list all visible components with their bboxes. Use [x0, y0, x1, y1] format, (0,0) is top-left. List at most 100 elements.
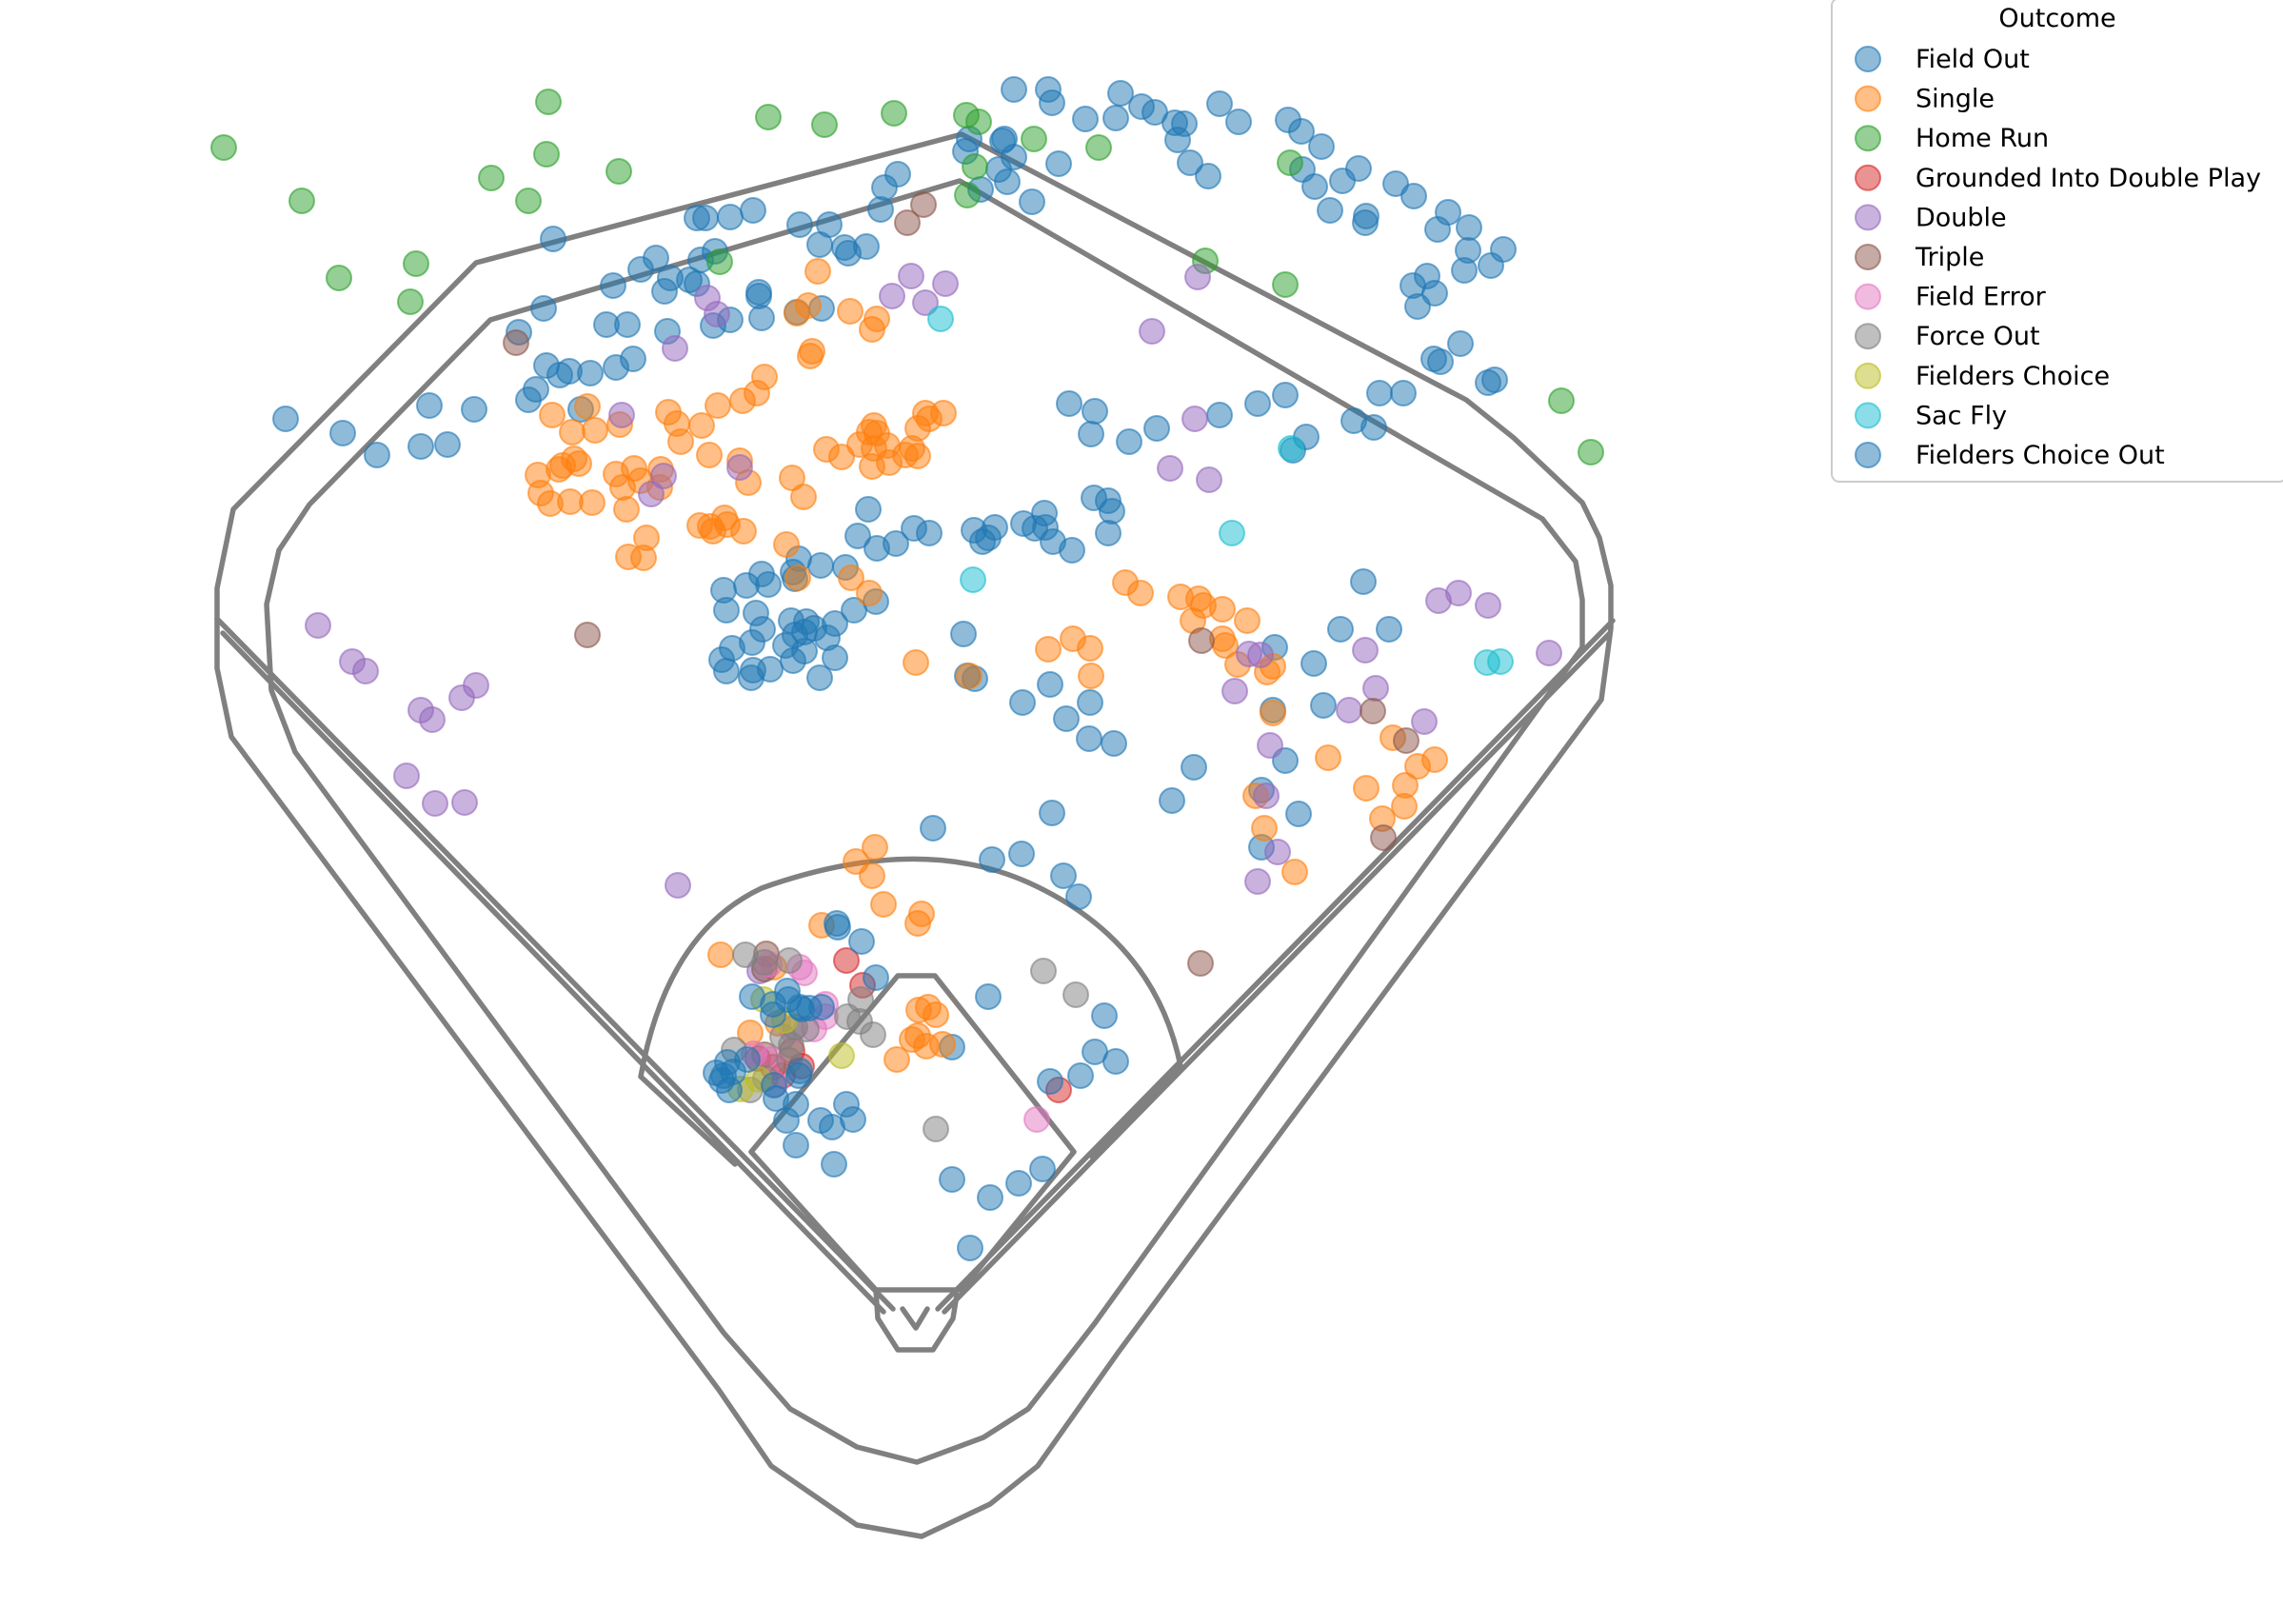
- data-point: [730, 518, 757, 545]
- legend-item: Grounded Into Double Play: [1855, 164, 2261, 193]
- legend-label: Fielders Choice: [1916, 362, 2110, 391]
- data-point: [860, 1021, 886, 1048]
- data-point: [927, 306, 954, 332]
- data-point: [530, 295, 557, 322]
- legend-item: Fielders Choice: [1855, 362, 2110, 391]
- data-point: [1456, 214, 1482, 241]
- legend-label: Double: [1916, 203, 2007, 232]
- data-point: [1360, 698, 1386, 724]
- data-point: [773, 1107, 800, 1134]
- data-point: [515, 188, 542, 214]
- legend-marker: [1855, 402, 1881, 429]
- data-point: [1030, 958, 1057, 984]
- legend-marker: [1855, 204, 1881, 231]
- data-point: [1264, 839, 1291, 865]
- data-point: [665, 872, 691, 899]
- data-point: [1116, 428, 1142, 455]
- data-point: [904, 415, 931, 442]
- data-point: [664, 410, 690, 437]
- data-point: [608, 402, 635, 428]
- data-point: [748, 305, 775, 331]
- data-point: [929, 1031, 956, 1058]
- data-point: [1206, 90, 1233, 117]
- data-point: [1037, 1068, 1063, 1095]
- data-point: [692, 205, 719, 231]
- data-point: [848, 928, 875, 955]
- legend-label: Sac Fly: [1916, 401, 2007, 430]
- data-point: [729, 387, 756, 414]
- data-point: [1310, 692, 1337, 719]
- data-point: [696, 442, 723, 468]
- data-point: [574, 622, 601, 648]
- data-point: [638, 481, 665, 507]
- data-point: [894, 209, 921, 236]
- data-point: [871, 174, 898, 201]
- data-point: [1188, 627, 1215, 654]
- series-home-run: [210, 89, 1604, 465]
- data-point: [956, 663, 983, 689]
- series-field-out: [272, 76, 1517, 1060]
- data-point: [1370, 824, 1397, 851]
- data-point: [969, 528, 996, 555]
- data-point: [1107, 80, 1134, 107]
- data-point: [288, 188, 315, 214]
- data-point: [582, 417, 608, 444]
- baseball-field-outline: [214, 131, 1616, 1539]
- legend-label: Force Out: [1916, 322, 2040, 351]
- data-point: [305, 612, 331, 639]
- data-point: [1095, 520, 1122, 546]
- data-point: [786, 211, 813, 238]
- legend-label: Fielders Choice Out: [1916, 441, 2165, 470]
- data-point: [837, 298, 864, 325]
- data-point: [1035, 636, 1062, 663]
- data-point: [364, 442, 390, 468]
- data-point: [713, 597, 740, 624]
- data-point: [1455, 237, 1481, 264]
- data-point: [326, 265, 352, 291]
- data-point: [804, 258, 831, 285]
- data-point: [1366, 380, 1393, 406]
- data-point: [1300, 650, 1327, 677]
- legend-title: Outcome: [1998, 4, 2115, 33]
- data-point: [1082, 398, 1108, 425]
- data-point: [272, 406, 299, 432]
- data-point: [824, 910, 850, 937]
- data-point: [1244, 868, 1271, 895]
- data-point: [1353, 775, 1380, 802]
- data-point: [745, 279, 772, 306]
- data-point: [870, 891, 897, 918]
- data-point: [1056, 390, 1082, 417]
- data-point: [760, 991, 786, 1018]
- data-point: [1393, 727, 1419, 754]
- data-point: [864, 535, 890, 562]
- data-point: [811, 111, 838, 138]
- data-point: [923, 1116, 949, 1142]
- data-point: [1404, 753, 1431, 780]
- data-point: [1139, 318, 1165, 345]
- data-point: [451, 789, 478, 816]
- data-point: [1072, 106, 1099, 132]
- data-point: [772, 632, 799, 659]
- data-point: [1009, 689, 1036, 716]
- data-point: [1424, 216, 1451, 243]
- data-point: [856, 419, 883, 446]
- data-point: [755, 104, 782, 130]
- data-point: [833, 947, 860, 974]
- data-point: [838, 564, 864, 591]
- data-point: [920, 815, 946, 842]
- infield-arc: [638, 856, 1183, 1159]
- data-point: [1187, 950, 1214, 977]
- series-sac-fly: [927, 306, 1514, 676]
- data-point: [1362, 675, 1389, 702]
- data-point: [985, 156, 1012, 183]
- data-point: [1352, 637, 1379, 663]
- data-point: [733, 572, 760, 599]
- data-point: [977, 1184, 1003, 1211]
- data-point: [1219, 520, 1245, 546]
- data-point: [1285, 801, 1312, 827]
- data-point: [1184, 264, 1211, 290]
- data-point: [883, 1046, 910, 1073]
- data-point: [706, 248, 733, 275]
- data-point: [957, 1235, 983, 1261]
- batted-ball-points: [210, 76, 1604, 1261]
